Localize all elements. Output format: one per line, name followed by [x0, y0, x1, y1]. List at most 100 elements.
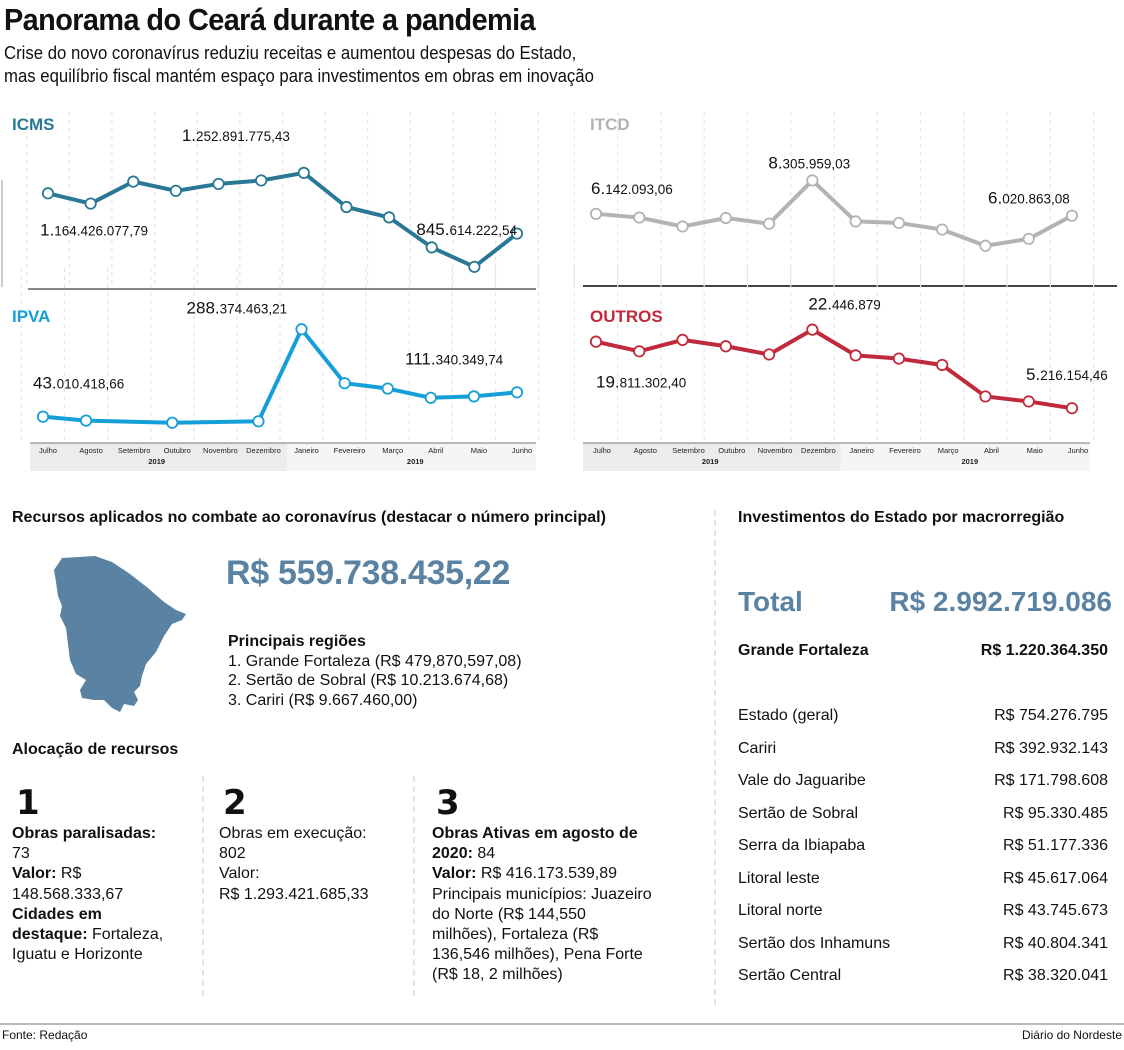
chart-title: ICMS: [12, 115, 55, 134]
series-line: [595, 178, 1073, 248]
main-regions-title: Principais regiões: [228, 633, 366, 650]
x-tick-label: Julho: [593, 446, 611, 455]
allocation-line: 136,546 milhões), Pena Forte: [432, 945, 712, 965]
data-label-minor: 164.426.077,79: [54, 223, 148, 238]
column-divider: [202, 776, 204, 996]
data-point: [382, 211, 396, 224]
allocation-line-text: Valor:: [219, 865, 260, 883]
data-label-minor: 020.863,08: [1002, 192, 1070, 207]
x-tick-label: Junho: [1068, 446, 1088, 455]
series-line: [47, 170, 519, 269]
data-label-major: 1.: [40, 220, 54, 239]
allocation-line: Valor:: [219, 864, 409, 884]
data-point: [1022, 232, 1035, 245]
data-point: [255, 174, 268, 187]
data-label: 1.164.426.077,79: [40, 220, 148, 239]
allocation-number: 2: [223, 783, 247, 823]
data-label: 19.811.302,40: [596, 373, 686, 392]
allocation-title: Alocação de recursos: [12, 741, 179, 758]
allocation-line: Iguatu e Horizonte: [12, 945, 202, 965]
data-point: [295, 323, 308, 336]
x-tick-label: Maio: [1027, 446, 1043, 455]
data-point: [979, 390, 992, 403]
data-point: [633, 345, 646, 358]
region-name: Grande Fortaleza: [738, 642, 869, 659]
covid-section-title: Recursos aplicados no combate ao coronav…: [12, 509, 606, 526]
allocation-line-label: Valor:: [12, 865, 57, 883]
data-label-minor: 216.154,46: [1040, 368, 1108, 383]
data-point: [892, 216, 906, 230]
x-tick-label: Outubro: [718, 446, 745, 455]
region-name: Sertão dos Inhamuns: [738, 934, 891, 952]
allocation-line-label: 2020:: [432, 845, 473, 863]
data-point: [127, 175, 140, 188]
data-point: [762, 217, 776, 230]
region-name: Estado (geral): [738, 707, 839, 724]
data-point: [41, 187, 55, 200]
region-item: 2. Sertão de Sobral (R$ 10.213.674,68): [228, 672, 509, 689]
data-label: 6.020.863,08: [988, 189, 1070, 208]
data-point: [166, 416, 179, 429]
investment-row: Sertão Central R$ 38.320.041: [738, 967, 1108, 989]
data-label-major: 288.: [187, 298, 220, 317]
allocation-line-text: 148.568.333,67: [12, 885, 124, 903]
data-label-minor: 010.418,66: [57, 377, 125, 392]
data-label-major: 845.: [416, 220, 449, 239]
data-point: [212, 177, 225, 191]
x-tick-label: Janeiro: [294, 446, 319, 455]
allocation-item-2: 2 Obras em execução: 802 Valor: R$ 1.293.421…: [219, 786, 409, 905]
data-point: [1065, 402, 1079, 415]
data-point: [510, 227, 524, 240]
data-point: [424, 391, 437, 404]
investments-title: Investimentos do Estado por macrorregião: [738, 509, 1065, 526]
allocation-line-label: Obras paralisadas:: [12, 825, 157, 842]
chart-title: ITCD: [590, 115, 630, 134]
allocation-line: 73: [12, 844, 202, 864]
allocation-line-text: R$ 1.293.421.685,33: [219, 885, 369, 903]
investment-row: Sertão de Sobral R$ 95.330.485: [738, 805, 1108, 827]
region-name: Litoral leste: [738, 869, 820, 887]
allocation-line-text: Principais municípios: Juazeiro: [432, 885, 652, 903]
allocation-line: do Norte (R$ 144,550: [432, 905, 712, 925]
region-value: R$ 45.617.064: [1003, 869, 1108, 887]
data-point: [381, 382, 394, 395]
data-point: [425, 241, 438, 254]
year-label: 2019: [702, 457, 719, 466]
allocation-line-label: Valor:: [432, 865, 477, 883]
year-label: 2019: [407, 457, 424, 466]
region-item: 1. Grande Fortaleza (R$ 479,870,597,08): [228, 652, 522, 670]
allocation-line-label: Obras Ativas em agosto de: [432, 825, 638, 842]
data-point: [676, 220, 689, 233]
region-value: R$ 171.798.608: [994, 772, 1108, 789]
data-point: [762, 348, 776, 361]
allocation-line-text: 802: [219, 845, 246, 863]
data-point: [676, 333, 689, 346]
investment-row: Estado (geral) R$ 754.276.795: [738, 707, 1108, 729]
data-point: [849, 349, 862, 362]
allocation-line-text: R$: [56, 865, 82, 883]
region-value: R$ 51.177.336: [1003, 837, 1108, 854]
allocation-line: Obras em execução:: [219, 824, 409, 844]
data-label-major: 5.: [1026, 365, 1040, 384]
data-label-minor: 446.879: [832, 298, 881, 313]
data-point: [849, 215, 862, 228]
region-value: R$ 754.276.795: [994, 707, 1108, 724]
region-name: Serra da Ibiapaba: [738, 837, 866, 854]
data-label: 1.252.891.775,43: [182, 126, 290, 145]
data-point: [252, 415, 265, 428]
data-point: [806, 174, 819, 187]
x-tick-label: Agosto: [634, 446, 657, 455]
data-point: [84, 197, 97, 210]
region-value: R$ 38.320.041: [1003, 967, 1108, 984]
chart-title: IPVA: [12, 307, 50, 326]
data-point: [589, 335, 603, 348]
x-tick-label: Novembro: [203, 446, 238, 455]
chart-title: OUTROS: [590, 307, 663, 326]
x-tick-label: Fevereiro: [334, 446, 366, 455]
data-point: [979, 239, 992, 252]
data-label-minor: 811.302,40: [620, 376, 687, 391]
investment-row: Cariri R$ 392.932.143: [738, 740, 1108, 762]
source-note: Fonte: Redação: [2, 1028, 88, 1042]
x-tick-label: Maio: [471, 446, 487, 455]
allocation-line: Obras Ativas em agosto de: [432, 824, 712, 844]
